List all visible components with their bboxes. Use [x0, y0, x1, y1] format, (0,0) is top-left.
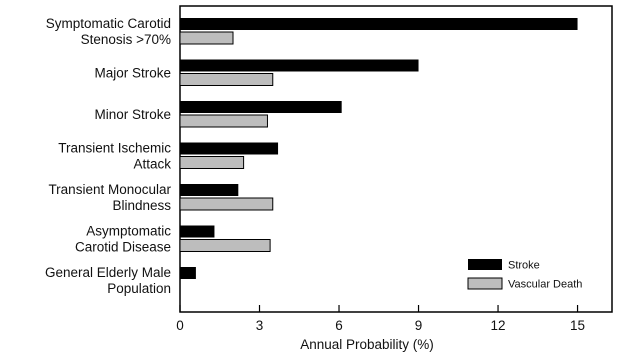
legend-swatch-stroke	[468, 259, 502, 270]
x-tick-label: 0	[176, 318, 184, 333]
legend-swatch-vascular-death	[467, 277, 503, 290]
legend-label: Vascular Death	[508, 279, 582, 291]
vascular-death-bar	[179, 73, 274, 86]
x-tick-label: 9	[415, 318, 423, 333]
category-label-line: Carotid Disease	[75, 240, 171, 255]
stroke-bar	[180, 101, 342, 113]
x-tick-label: 3	[256, 318, 264, 333]
category-label: Transient Ischemic Attack	[58, 141, 171, 172]
category-label: Transient Monocular Blindness	[48, 182, 171, 213]
category-label-line: Major Stroke	[94, 66, 171, 81]
vascular-death-bar	[179, 114, 268, 128]
category-label: Asymptomatic Carotid Disease	[75, 224, 171, 255]
category-label-line: Blindness	[112, 198, 171, 213]
vascular-death-bar	[179, 239, 271, 252]
category-label-line: Asymptomatic	[86, 224, 171, 239]
x-axis-title: Annual Probability (%)	[300, 337, 434, 352]
category-label-line: Population	[107, 281, 171, 296]
category-label: Minor Stroke	[94, 107, 171, 122]
category-label: General Elderly Male Population	[45, 265, 171, 296]
vascular-death-bar	[179, 31, 234, 45]
vascular-death-bar	[179, 197, 274, 211]
stroke-bar	[180, 267, 196, 279]
category-label-line: General Elderly Male	[45, 265, 171, 280]
legend-label: Stroke	[508, 260, 540, 272]
bars	[179, 18, 578, 279]
category-label-line: Symptomatic Carotid	[46, 16, 171, 31]
category-label-line: Attack	[133, 157, 171, 172]
category-labels: Symptomatic Carotid Stenosis >70% Major St…	[45, 16, 172, 296]
x-axis: 0 3 6 9 12 15	[176, 305, 585, 333]
legend: Stroke Vascular Death	[467, 259, 582, 291]
stroke-bar	[180, 142, 279, 155]
stroke-bar	[180, 18, 578, 30]
stroke-bar	[180, 225, 215, 238]
stroke-bar	[180, 184, 239, 196]
x-tick-label: 15	[570, 318, 585, 333]
category-label-line: Transient Monocular	[48, 182, 171, 197]
category-label: Symptomatic Carotid Stenosis >70%	[46, 16, 171, 47]
x-tick-label: 6	[335, 318, 343, 333]
category-label-line: Minor Stroke	[94, 107, 171, 122]
x-tick-label: 12	[491, 318, 506, 333]
plot-frame	[179, 5, 613, 313]
stroke-bar	[180, 59, 419, 72]
category-label: Major Stroke	[94, 66, 171, 81]
vascular-death-bar	[179, 156, 245, 169]
category-label-line: Transient Ischemic	[58, 141, 171, 156]
category-label-line: Stenosis >70%	[81, 32, 171, 47]
